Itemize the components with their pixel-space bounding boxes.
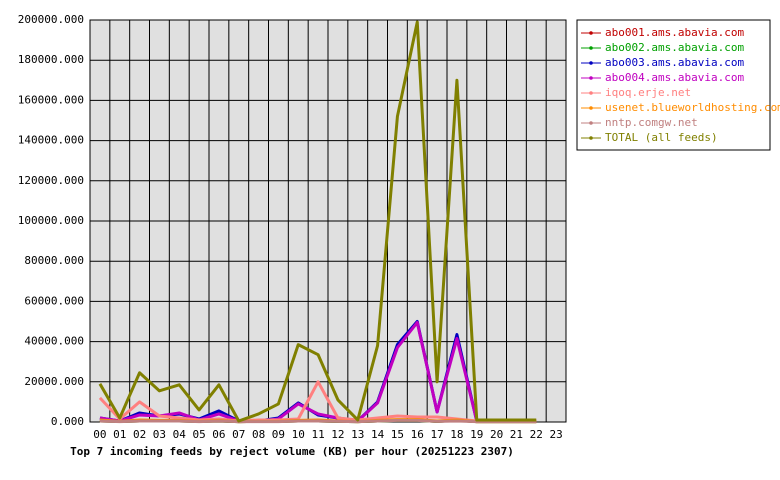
series-line — [99, 321, 537, 423]
legend-label: abo003.ams.abavia.com — [605, 56, 744, 69]
y-tick-label: 200000.000 — [18, 13, 84, 26]
legend-marker — [589, 31, 593, 35]
legend-marker — [589, 91, 593, 95]
y-tick-label: 20000.000 — [24, 375, 84, 388]
y-tick-label: 80000.000 — [24, 254, 84, 267]
x-tick-label: 13 — [351, 428, 364, 441]
legend-label: abo001.ams.abavia.com — [605, 26, 744, 39]
y-tick-label: 60000.000 — [24, 294, 84, 307]
x-tick-label: 19 — [470, 428, 483, 441]
legend-label: abo002.ams.abavia.com — [605, 41, 744, 54]
x-tick-label: 11 — [311, 428, 324, 441]
chart-title: Top 7 incoming feeds by reject volume (K… — [70, 445, 514, 458]
legend-marker — [589, 46, 593, 50]
legend-label: nntp.comgw.net — [605, 116, 698, 129]
legend-box — [576, 19, 771, 151]
x-tick-label: 10 — [292, 428, 305, 441]
x-tick-label: 00 — [93, 428, 106, 441]
x-tick-label: 17 — [430, 428, 443, 441]
x-tick-label: 22 — [530, 428, 543, 441]
x-tick-label: 18 — [450, 428, 463, 441]
x-tick-label: 15 — [391, 428, 404, 441]
x-tick-label: 14 — [371, 428, 385, 441]
y-tick-label: 100000.000 — [18, 214, 84, 227]
legend-label: abo004.ams.abavia.com — [605, 71, 744, 84]
legend-label: iqoq.erje.net — [605, 86, 691, 99]
y-tick-label: 40000.000 — [24, 335, 84, 348]
x-tick-label: 21 — [510, 428, 523, 441]
legend-marker — [589, 76, 593, 80]
legend-marker — [589, 121, 593, 125]
legend-marker — [589, 136, 593, 140]
x-tick-label: 04 — [173, 428, 187, 441]
x-tick-label: 12 — [331, 428, 344, 441]
legend-marker — [589, 61, 593, 65]
y-tick-label: 160000.000 — [18, 93, 84, 106]
legend-label: TOTAL (all feeds) — [605, 131, 718, 144]
x-tick-label: 06 — [212, 428, 225, 441]
x-tick-label: 03 — [153, 428, 166, 441]
y-tick-label: 140000.000 — [18, 134, 84, 147]
x-tick-label: 16 — [411, 428, 424, 441]
x-tick-label: 02 — [133, 428, 146, 441]
x-tick-label: 09 — [272, 428, 285, 441]
legend-marker — [589, 106, 593, 110]
x-tick-label: 07 — [232, 428, 245, 441]
series-line — [99, 418, 537, 424]
x-tick-label: 20 — [490, 428, 503, 441]
x-tick-label: 23 — [549, 428, 562, 441]
y-tick-label: 0.000 — [51, 415, 84, 428]
legend-label: usenet.blueworldhosting.com — [605, 101, 780, 114]
x-tick-label: 01 — [113, 428, 126, 441]
y-tick-label: 120000.000 — [18, 174, 84, 187]
y-tick-label: 180000.000 — [18, 53, 84, 66]
series-line — [98, 20, 537, 423]
x-tick-label: 05 — [192, 428, 205, 441]
x-tick-label: 08 — [252, 428, 265, 441]
